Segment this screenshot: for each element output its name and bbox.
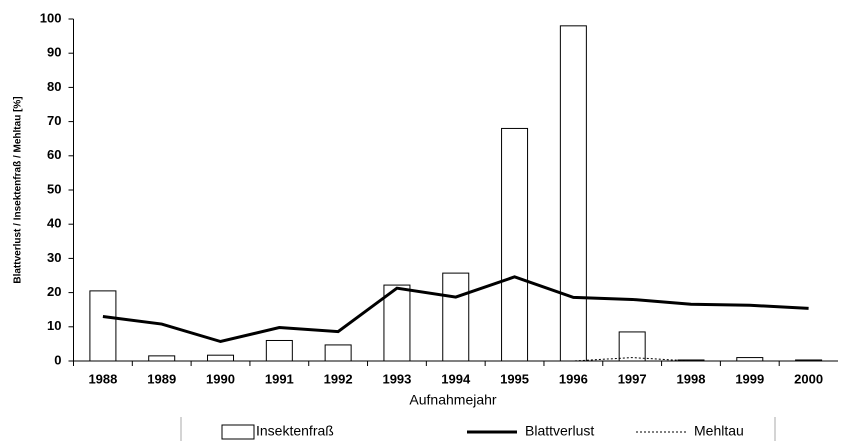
bar <box>207 354 235 362</box>
bar <box>148 355 176 362</box>
x-tick-label: 1999 <box>735 371 764 386</box>
bar <box>324 344 352 362</box>
y-tick-label: 50 <box>47 181 61 196</box>
y-tick-label: 30 <box>47 250 61 265</box>
y-axis-label: Blattverlust / Insektenfraß / Mehltau [%… <box>13 96 24 283</box>
x-tick-label: 1996 <box>559 371 588 386</box>
y-tick-label: 40 <box>47 216 61 231</box>
legend-label: Blattverlust <box>525 423 594 439</box>
x-tick-label: 1989 <box>147 371 176 386</box>
bar <box>89 290 117 362</box>
y-tick-label: 10 <box>47 318 61 333</box>
bar <box>736 357 764 362</box>
x-tick-label: 1995 <box>500 371 529 386</box>
line <box>102 275 809 344</box>
x-tick-label: 1991 <box>265 371 294 386</box>
x-tick-label: 1990 <box>206 371 235 386</box>
x-tick-label: 1997 <box>618 371 647 386</box>
dotted-line <box>102 357 809 362</box>
x-axis-label: Aufnahmejahr <box>409 392 497 408</box>
y-tick-label: 20 <box>47 284 61 299</box>
bar <box>442 272 470 362</box>
bar <box>383 284 411 362</box>
x-tick-label: 1998 <box>677 371 706 386</box>
legend-label: Insektenfraß <box>256 423 334 439</box>
y-tick-label: 90 <box>47 45 61 60</box>
legend-label: Mehltau <box>694 423 744 439</box>
y-tick-label: 60 <box>47 147 61 162</box>
x-tick-label: 2000 <box>794 371 823 386</box>
bar <box>501 127 529 362</box>
x-tick-label: 1988 <box>88 371 117 386</box>
bar <box>559 25 587 362</box>
x-tick-label: 1992 <box>324 371 353 386</box>
y-tick-label: 100 <box>40 10 62 25</box>
bar <box>265 339 293 362</box>
x-tick-label: 1994 <box>441 371 471 386</box>
bar <box>618 331 646 362</box>
y-tick-label: 0 <box>54 352 61 367</box>
legend-swatch <box>221 424 255 440</box>
y-tick-label: 70 <box>47 113 61 128</box>
y-tick-label: 80 <box>47 79 61 94</box>
x-tick-label: 1993 <box>382 371 411 386</box>
